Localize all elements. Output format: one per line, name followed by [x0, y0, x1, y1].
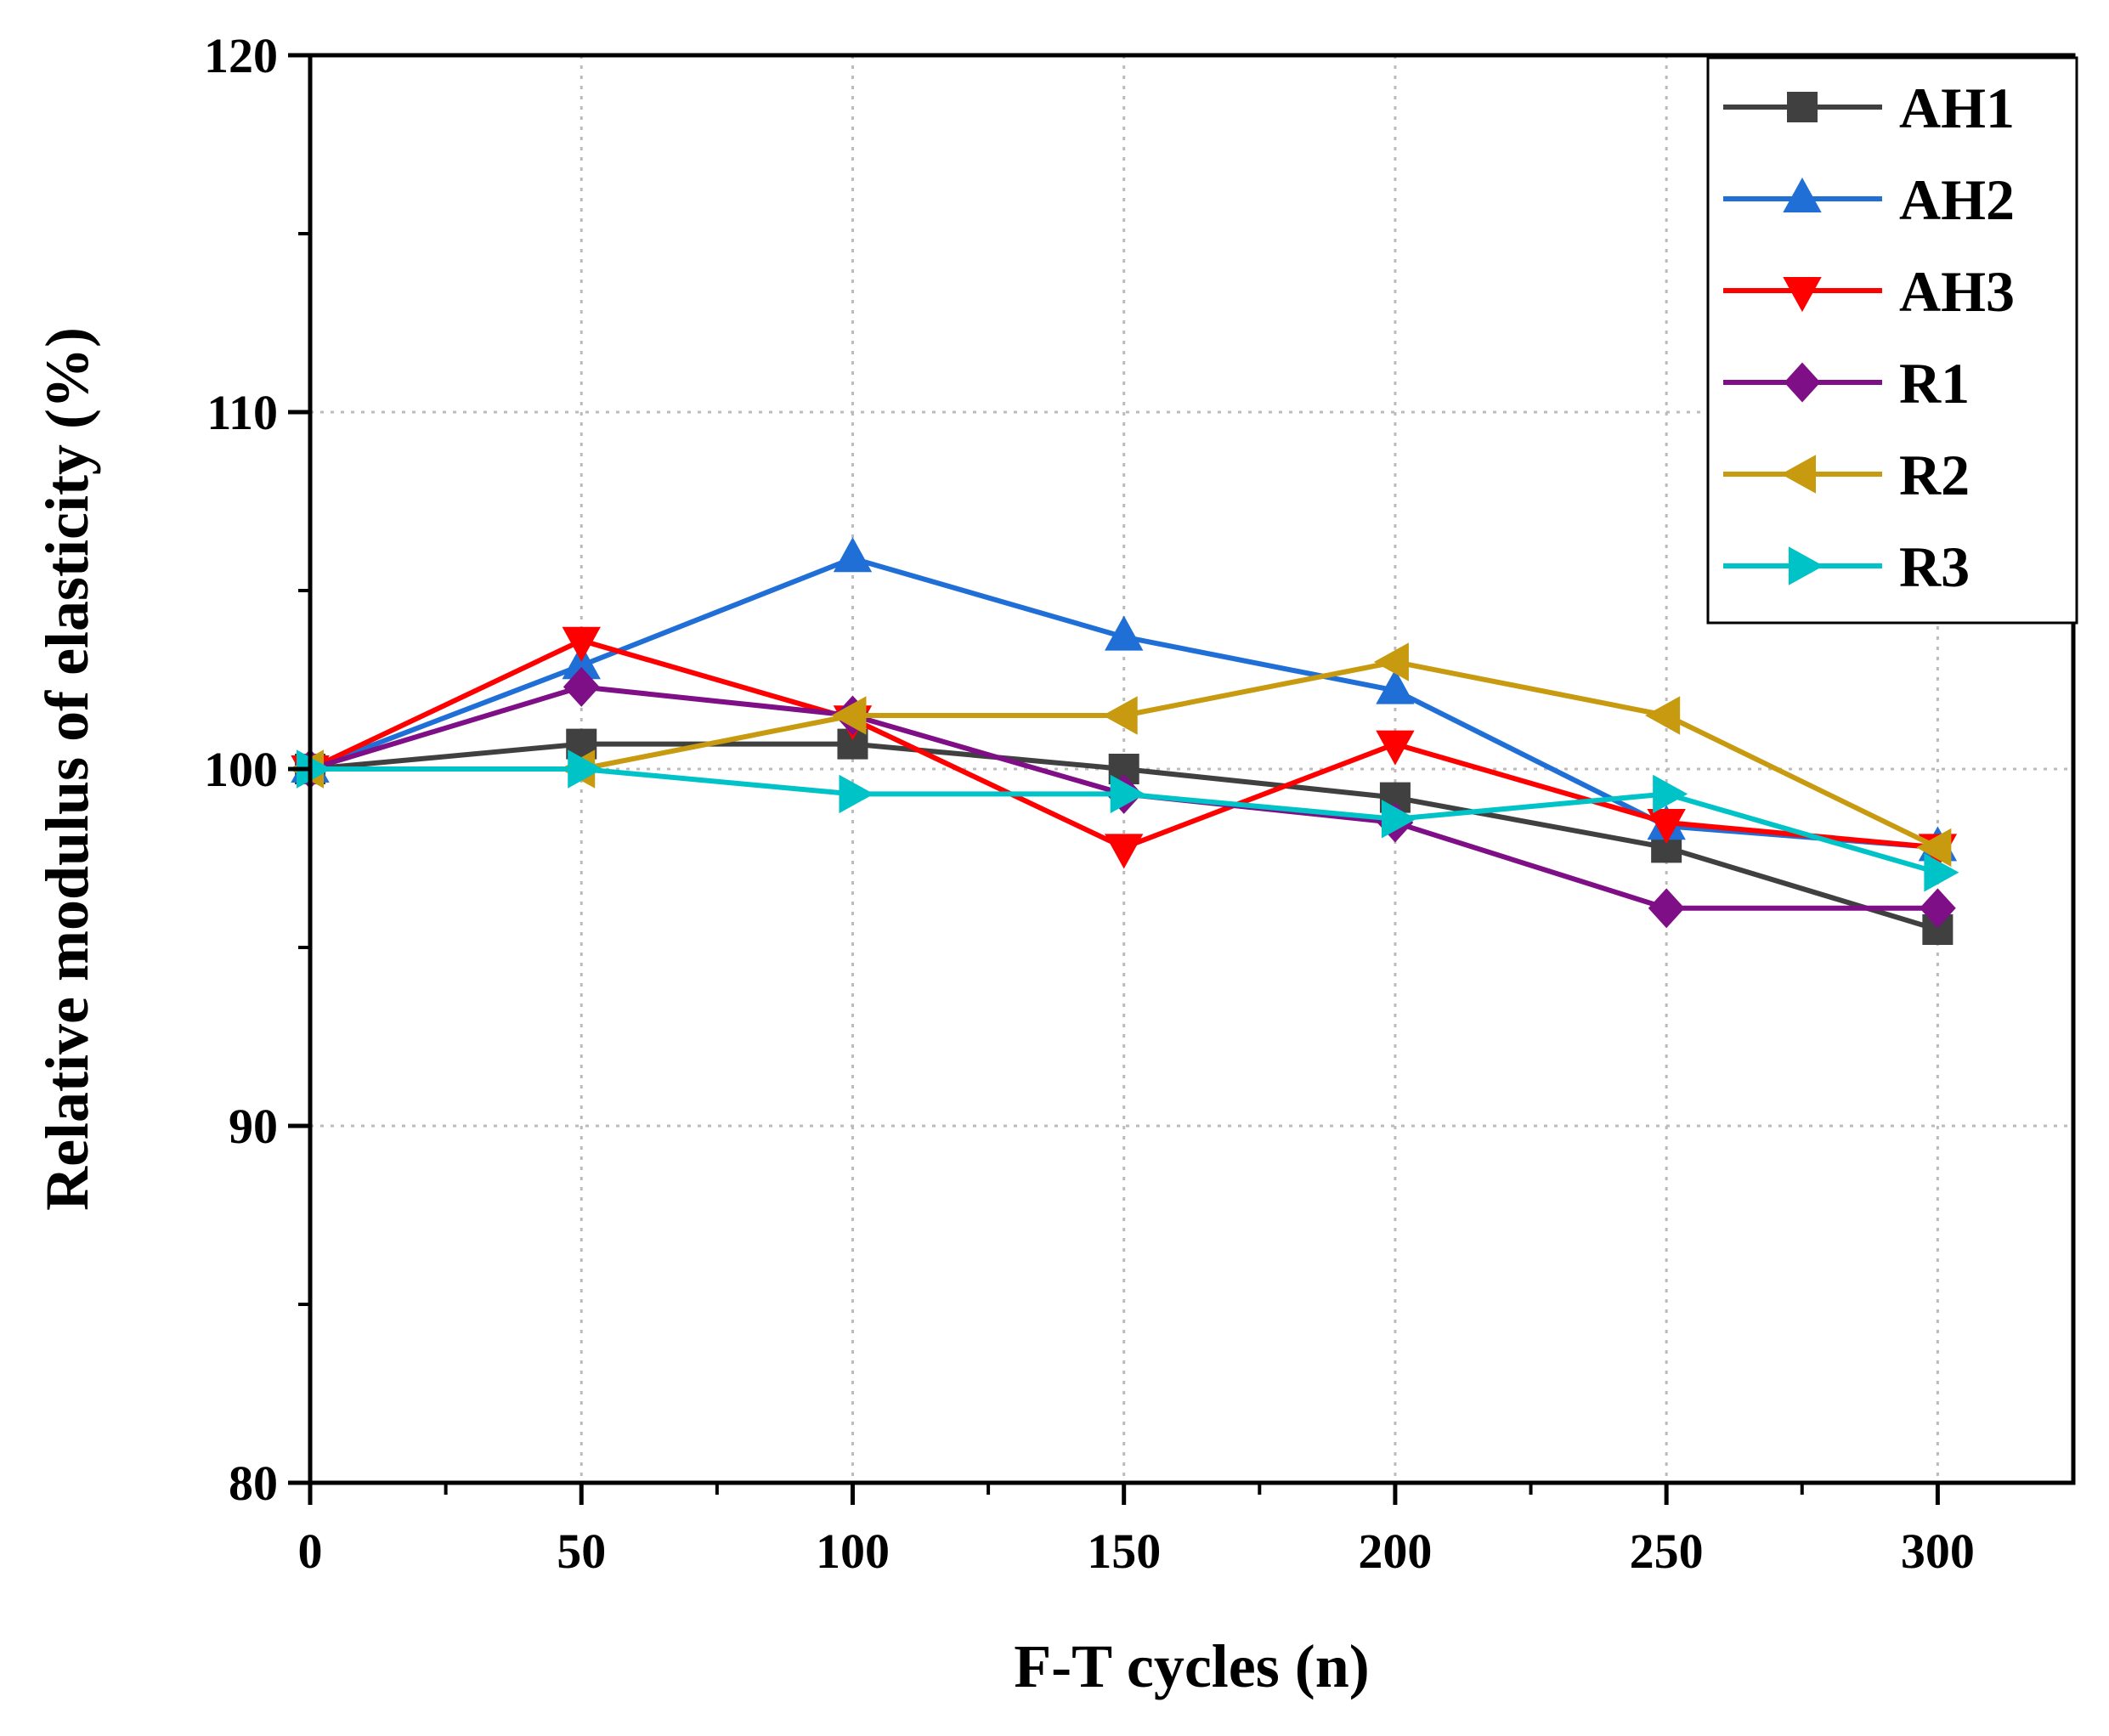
data-point-r2 [1102, 696, 1138, 735]
data-point-r1 [1920, 888, 1956, 929]
legend-label-ah1: AH1 [1899, 76, 2015, 140]
data-point-r2 [1373, 642, 1409, 681]
data-point-r3 [839, 774, 874, 814]
data-point-r3 [1653, 774, 1688, 814]
legend-label-ah3: AH3 [1899, 259, 2015, 324]
legend-item-r1: R1 [1723, 351, 1970, 416]
data-point-ah2 [833, 537, 873, 573]
y-tick-label: 100 [204, 742, 278, 797]
legend-item-ah2: AH2 [1723, 167, 2015, 232]
x-tick-label: 250 [1630, 1524, 1704, 1579]
data-point-r1 [563, 666, 600, 707]
legend-label-r1: R1 [1899, 351, 1970, 416]
legend-label-r3: R3 [1899, 534, 1970, 599]
legend-marker-r3 [1789, 546, 1824, 585]
legend-marker-r1 [1784, 362, 1821, 403]
data-point-r3 [568, 749, 603, 789]
data-point-r3 [1381, 800, 1416, 839]
x-tick-label: 300 [1901, 1524, 1975, 1579]
x-tick-label: 50 [557, 1524, 606, 1579]
data-point-ah3 [1104, 834, 1144, 869]
x-tick-label: 100 [816, 1524, 890, 1579]
data-point-r2 [1916, 828, 1952, 868]
legend-item-ah3: AH3 [1723, 259, 2015, 324]
legend-marker-r2 [1780, 455, 1816, 494]
x-tick-label: 200 [1358, 1524, 1432, 1579]
data-point-ah3 [1647, 809, 1686, 845]
x-tick-label: 0 [298, 1524, 323, 1579]
legend-label-ah2: AH2 [1899, 167, 2015, 232]
y-axis-label: Relative modulus of elasticity (%) [33, 327, 101, 1211]
data-point-r2 [1645, 696, 1681, 735]
legend-label-r2: R2 [1899, 443, 1970, 507]
legend-marker-ah2 [1783, 177, 1822, 212]
y-tick-label: 90 [229, 1099, 278, 1154]
data-point-ah2 [1104, 615, 1144, 651]
legend-marker-ah1 [1787, 92, 1818, 122]
legend-box [1706, 56, 2078, 625]
legend-marker-ah3 [1783, 277, 1822, 313]
legend-item-ah1: AH1 [1723, 76, 2015, 140]
y-tick-label: 120 [204, 28, 278, 83]
legend: AH1 AH2 AH3 R1 R2 R3 [1706, 56, 2078, 625]
x-tick-label: 150 [1087, 1524, 1161, 1579]
data-point-r1 [1648, 888, 1685, 929]
series-r3 [297, 749, 1959, 892]
legend-item-r3: R3 [1723, 534, 1970, 599]
data-point-ah3 [1376, 730, 1415, 766]
data-point-ah2 [1376, 669, 1415, 704]
y-tick-label: 80 [229, 1456, 278, 1511]
series-layer [288, 537, 1959, 945]
y-tick-label: 110 [206, 385, 278, 440]
tick-labels: 0 50 100 150 200 250 300 80 90 100 110 120 [204, 28, 1975, 1579]
data-point-r3 [1110, 774, 1145, 814]
axis-ticks [288, 53, 1940, 1505]
data-point-ah3 [562, 626, 601, 662]
x-axis-label: F-T cycles (n) [1014, 1632, 1370, 1700]
legend-item-r2: R2 [1723, 443, 1970, 507]
data-point-r2 [831, 696, 867, 735]
data-point-r3 [1924, 853, 1959, 892]
